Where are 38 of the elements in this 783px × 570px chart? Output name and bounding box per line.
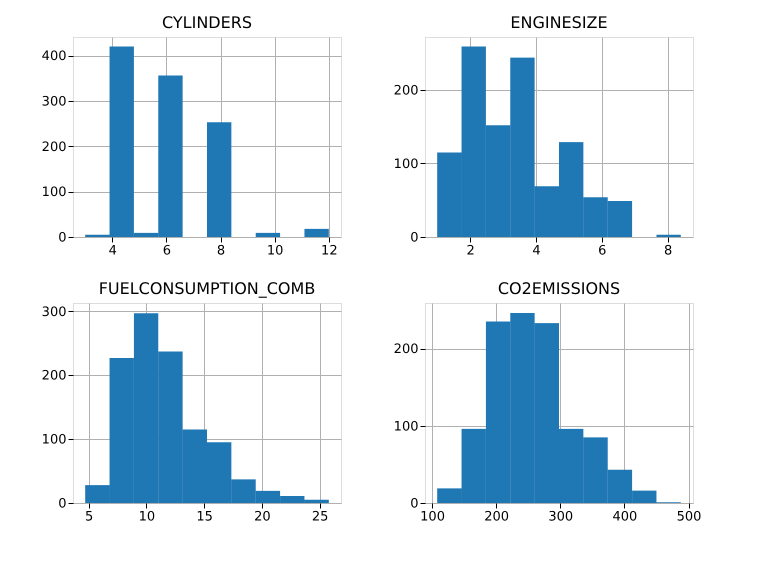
chart-title: CO2EMISSIONS	[498, 279, 620, 298]
x-tick-label: 8	[216, 244, 226, 258]
y-tick-label: 400	[42, 49, 66, 64]
x-tick-label: 2	[466, 244, 475, 258]
x-tick-label: 10	[266, 244, 284, 258]
x-tick-label: 500	[676, 510, 702, 524]
x-tick-label: 200	[484, 510, 510, 524]
y-tick-label: 100	[394, 156, 418, 172]
x-tick-label: 20	[254, 510, 271, 524]
y-tick-label: 100	[394, 419, 418, 434]
x-tick-label: 4	[108, 244, 117, 258]
y-tick-label: 100	[42, 432, 66, 448]
y-tick-label: 200	[42, 140, 66, 155]
y-tick-label: 300	[42, 304, 66, 320]
chart-title: ENGINESIZE	[510, 13, 608, 32]
y-tick-label: 0	[58, 496, 66, 512]
x-tick-label: 15	[196, 510, 213, 524]
y-tick-label: 0	[410, 496, 418, 512]
y-tick-label: 0	[58, 230, 66, 246]
x-tick-label: 10	[138, 510, 156, 524]
x-tick-label: 4	[532, 244, 541, 258]
chart-title: CYLINDERS	[162, 13, 252, 32]
x-tick-label: 25	[312, 510, 328, 524]
y-tick-label: 200	[42, 368, 66, 384]
y-tick-label: 200	[394, 342, 418, 358]
y-tick-label: 100	[42, 185, 66, 200]
chart-title: FUELCONSUMPTION_COMB	[98, 279, 316, 298]
x-tick-label: 5	[85, 510, 94, 524]
x-tick-label: 6	[162, 244, 172, 258]
y-tick-label: 200	[394, 83, 418, 98]
x-tick-label: 100	[420, 510, 445, 524]
x-tick-label: 12	[321, 244, 338, 258]
x-tick-label: 8	[664, 244, 672, 258]
x-tick-label: 400	[612, 510, 638, 524]
x-tick-label: 300	[548, 510, 574, 524]
y-tick-label: 300	[42, 94, 66, 110]
y-tick-label: 0	[410, 230, 418, 246]
x-tick-label: 6	[598, 244, 606, 258]
